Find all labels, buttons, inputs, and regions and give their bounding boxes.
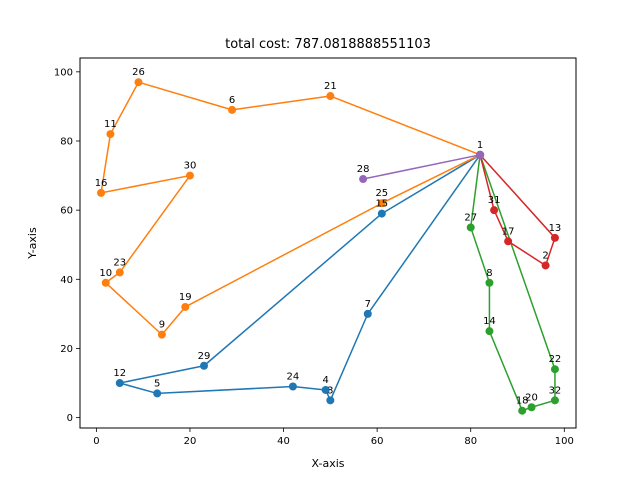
points-layer [97,78,559,415]
x-tick-label: 80 [464,436,477,447]
point-label-1: 1 [477,140,483,151]
point-label-15: 15 [375,199,388,210]
point-label-4: 4 [322,375,328,386]
point-label-16: 16 [95,178,108,189]
route-point [377,199,386,208]
point-label-17: 17 [502,226,515,237]
route-point [228,105,237,114]
route-line-2 [100,81,481,336]
point-label-25: 25 [375,188,388,199]
routes-layer [100,81,556,412]
point-label-24: 24 [287,372,300,383]
route-point [326,92,335,101]
route-point [97,188,106,197]
y-tick-label: 20 [60,344,73,355]
y-axis-ticks: 0 20 40 60 80 100 [54,67,80,424]
point-label-6: 6 [229,95,235,106]
route-point [106,130,115,139]
point-label-27: 27 [464,212,477,223]
point-label-21: 21 [324,81,337,92]
route-point [490,206,499,215]
route-point [157,330,166,339]
point-label-19: 19 [179,292,192,303]
route-point [550,233,559,242]
route-point [115,268,124,277]
route-point [466,223,475,232]
point-label-18: 18 [516,396,529,407]
y-tick-label: 0 [67,413,73,424]
point-label-10: 10 [99,268,112,279]
route-point [504,237,513,246]
route-point [200,361,208,370]
plot-frame [79,57,577,429]
route-line-5 [362,154,481,180]
y-axis-label: Y-axis [26,227,39,260]
route-point [134,78,143,87]
point-label-30: 30 [184,161,197,172]
route-point [185,171,194,180]
route-point [541,261,550,270]
route-point [101,278,110,287]
point-label-2: 2 [542,250,548,261]
point-label-5: 5 [154,378,160,389]
chart-title: total cost: 787.0818888551103 [225,37,431,52]
point-label-12: 12 [113,368,126,379]
y-tick-label: 100 [54,67,73,78]
x-tick-label: 60 [371,436,384,447]
point-label-14: 14 [483,316,496,327]
route-line-4 [479,154,556,267]
point-label-20: 20 [525,392,538,403]
point-label-23: 23 [113,257,126,268]
y-tick-label: 80 [60,136,73,147]
x-axis-label: X-axis [312,457,345,470]
route-point [550,396,559,405]
route-point [476,150,485,159]
point-label-29: 29 [198,351,211,362]
x-axis-ticks: 0 20 40 60 80 100 [93,428,574,447]
point-label-31: 31 [488,195,501,206]
route-point [485,327,494,336]
route-point [321,385,330,394]
y-tick-label: 40 [60,275,73,286]
x-tick-label: 20 [184,436,197,447]
point-label-8: 8 [486,268,492,279]
route-point [363,309,372,318]
point-label-3: 3 [327,385,333,396]
route-point [181,302,190,311]
route-line-1 [119,154,481,402]
x-tick-label: 100 [555,436,574,447]
point-label-26: 26 [132,67,145,78]
point-label-11: 11 [104,119,117,130]
route-point [377,209,386,218]
point-labels-layer: 1234567891011121314151617181920212223242… [95,67,562,407]
route-point [527,403,536,412]
route-point [326,396,335,405]
route-point [288,382,297,391]
route-point [518,406,527,415]
route-point [359,175,368,184]
y-tick-label: 60 [60,206,73,217]
route-point [550,365,559,374]
x-tick-label: 0 [93,436,99,447]
route-point [485,278,494,287]
route-point [153,389,162,398]
x-tick-label: 40 [277,436,290,447]
point-label-13: 13 [549,223,562,234]
point-label-7: 7 [365,299,371,310]
point-label-9: 9 [159,320,165,331]
point-label-28: 28 [357,164,370,175]
route-line-3 [469,154,556,412]
point-label-32: 32 [549,385,562,396]
route-point [115,379,124,388]
point-label-22: 22 [549,354,562,365]
